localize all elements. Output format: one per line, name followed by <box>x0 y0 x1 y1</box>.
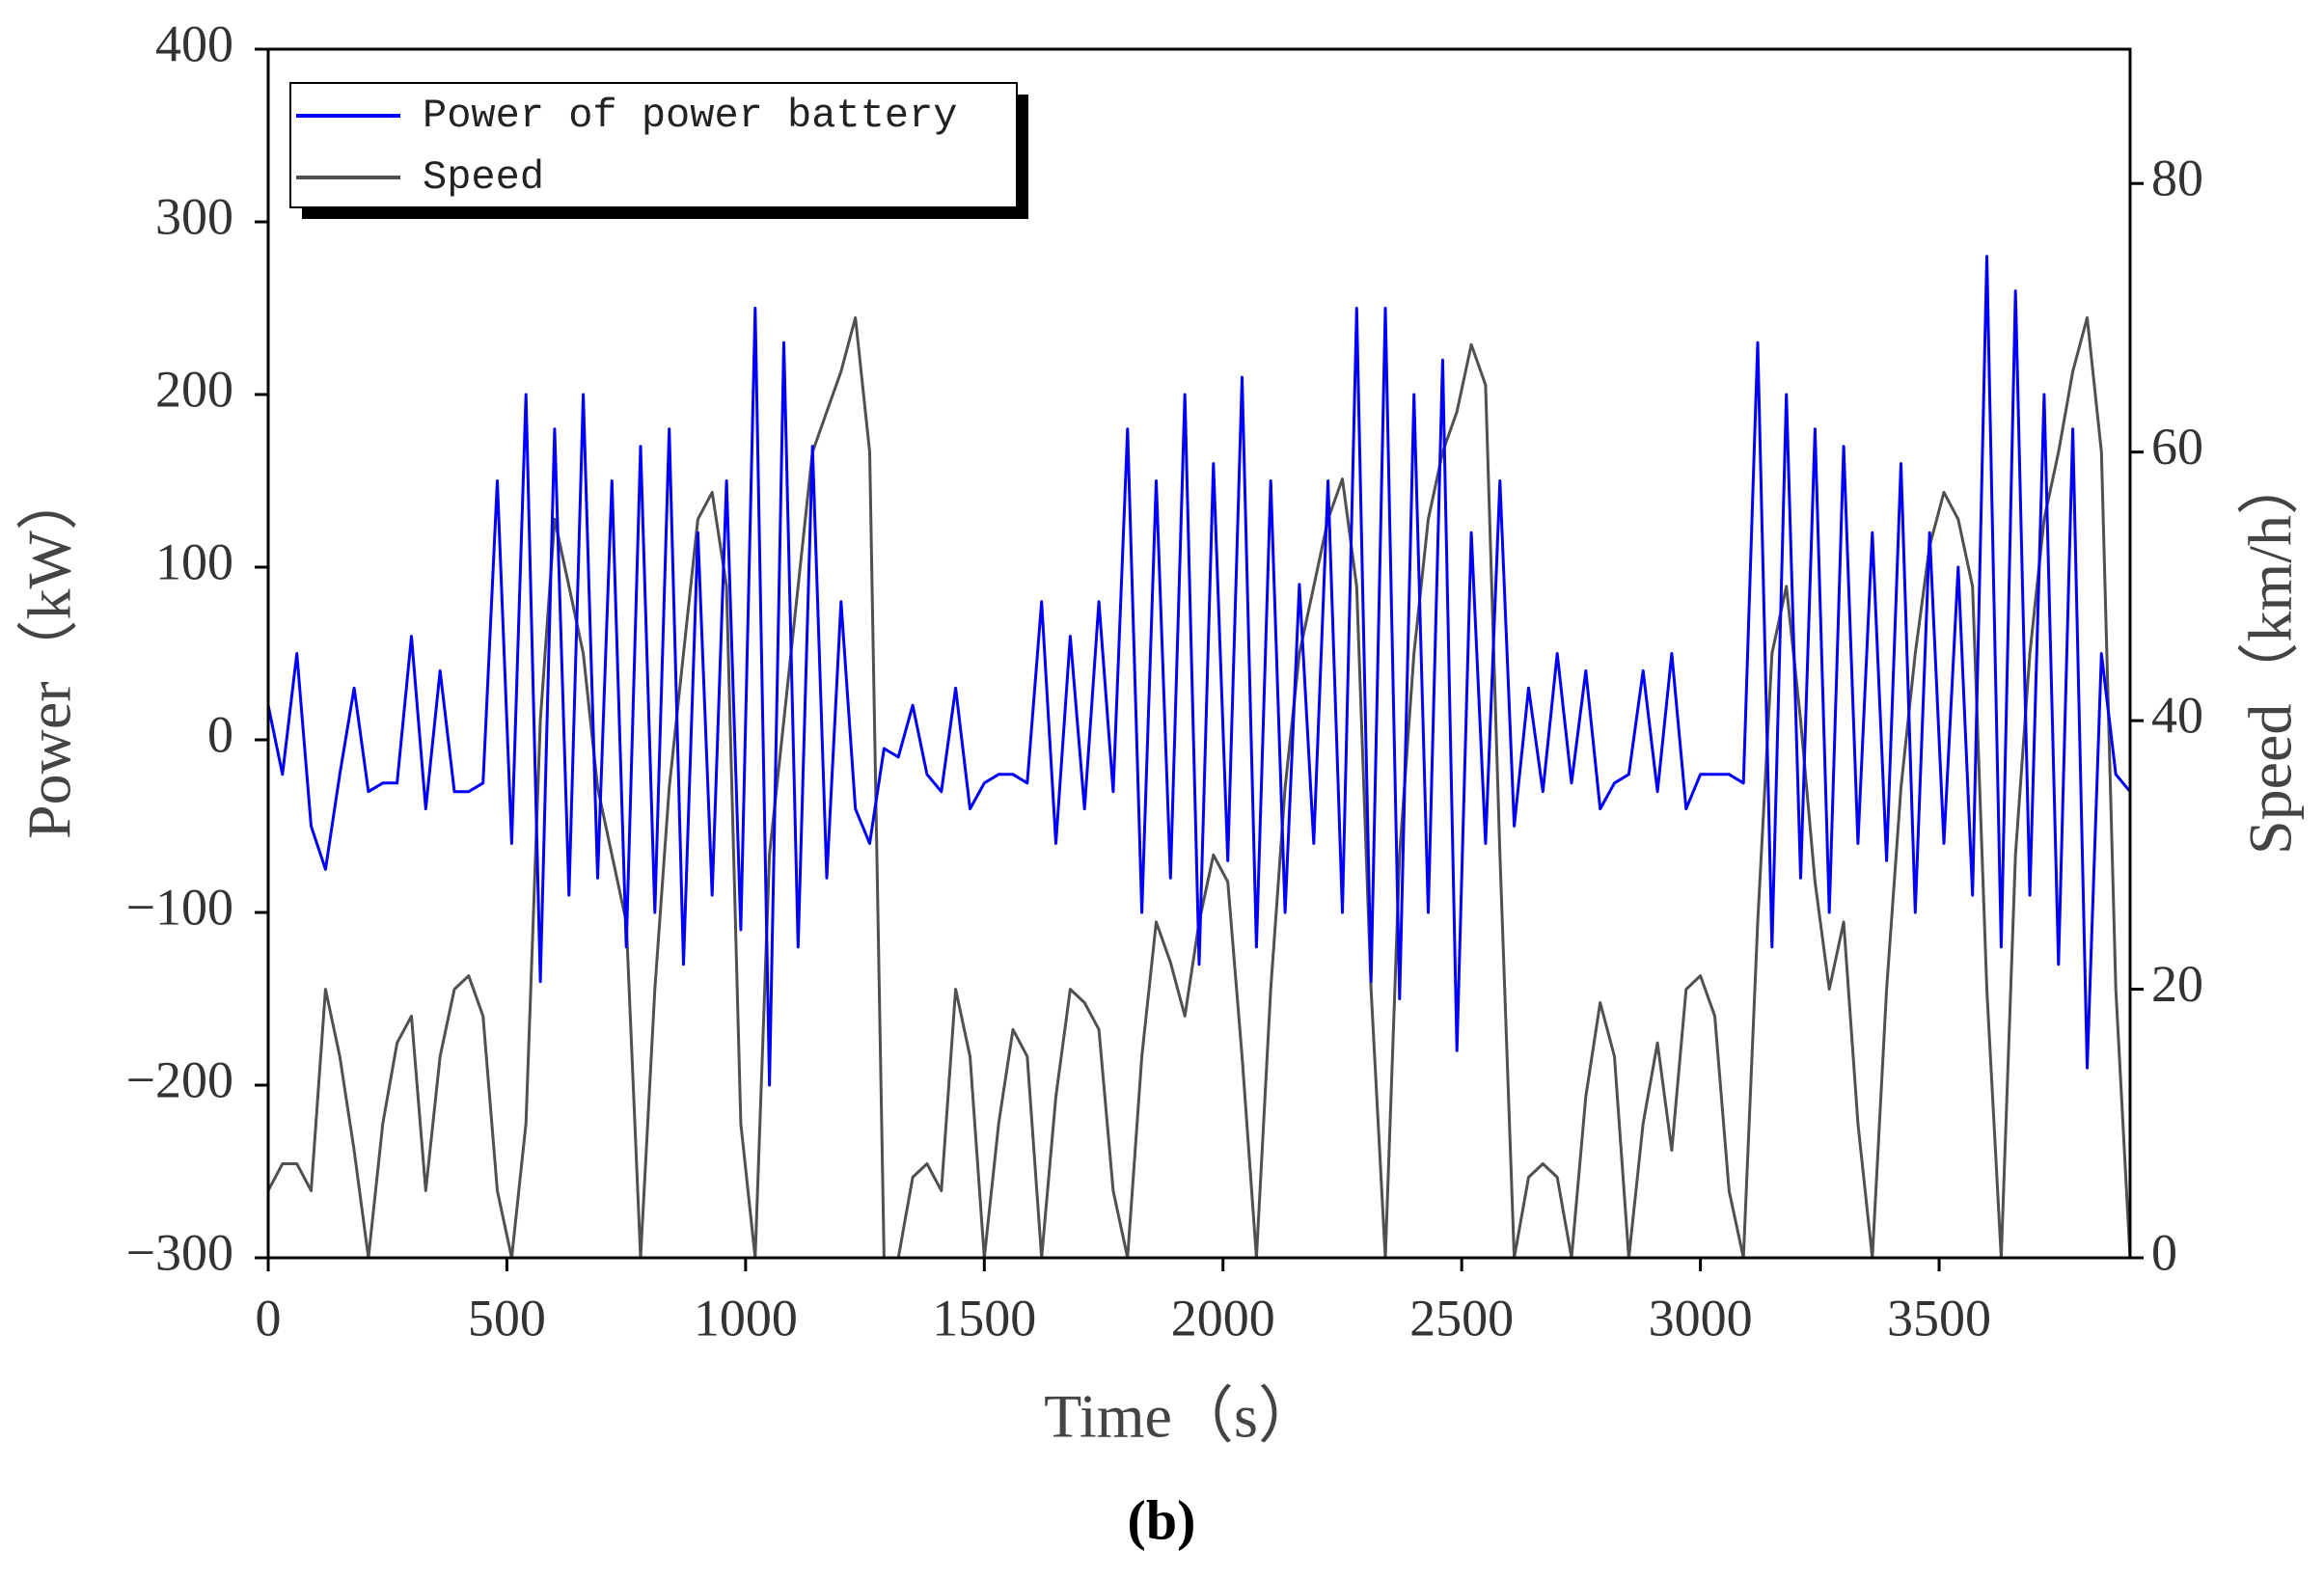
x-tick-label: 3500 <box>1887 1289 1991 1347</box>
y2-tick-label: 60 <box>2151 418 2203 476</box>
y-tick-label: 400 <box>155 14 233 72</box>
y-axis-label: Power（kW） <box>15 469 84 839</box>
caption: (b) <box>1128 1488 1196 1551</box>
y-tick-label: −200 <box>126 1050 233 1108</box>
y2-tick-label: 0 <box>2151 1223 2177 1281</box>
y-tick-label: −300 <box>126 1223 233 1281</box>
y-tick-label: −100 <box>126 878 233 936</box>
legend-box <box>289 82 1018 208</box>
y2-tick-label: 40 <box>2151 687 2203 745</box>
legend-label: Power of power battery <box>423 93 958 139</box>
y-tick-label: 200 <box>155 360 233 418</box>
x-tick-label: 1000 <box>694 1289 798 1347</box>
x-tick-label: 2500 <box>1409 1289 1514 1347</box>
x-axis-label: Time（s） <box>1044 1382 1320 1451</box>
x-tick-label: 500 <box>468 1289 546 1347</box>
x-tick-label: 2000 <box>1171 1289 1275 1347</box>
legend-label: Speed <box>423 154 544 201</box>
y-tick-label: 0 <box>207 705 233 763</box>
y-tick-label: 300 <box>155 187 233 245</box>
x-tick-label: 0 <box>256 1289 282 1347</box>
x-tick-label: 3000 <box>1649 1289 1753 1347</box>
plot-area <box>266 255 2132 1260</box>
y2-tick-label: 80 <box>2151 150 2203 207</box>
y-tick-label: 100 <box>155 532 233 590</box>
y2-tick-label: 20 <box>2151 955 2203 1013</box>
x-tick-label: 1500 <box>932 1289 1036 1347</box>
legend: Power of power battery Speed <box>289 82 1028 219</box>
plot-frame <box>266 47 2132 1260</box>
y2-axis-label: Speed（km/h） <box>2236 453 2305 855</box>
series-line <box>266 255 2132 1087</box>
